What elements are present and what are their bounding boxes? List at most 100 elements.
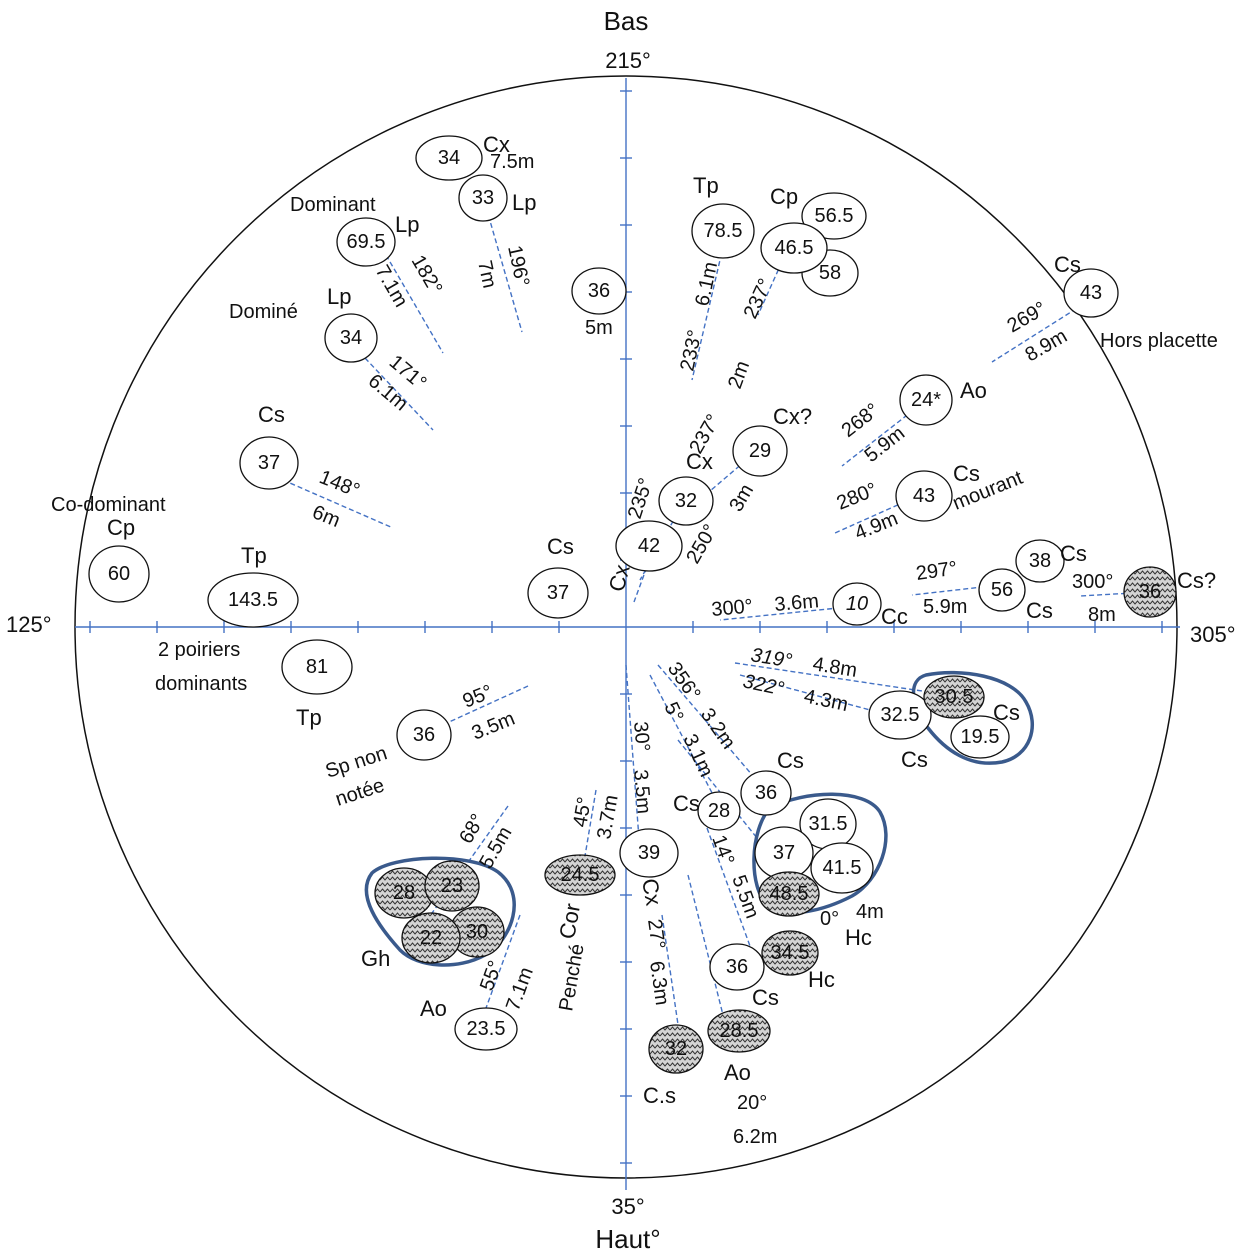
species-label: Cx?: [773, 404, 812, 429]
distance-label: 8m: [1088, 604, 1116, 626]
tree-stem[interactable]: [1015, 539, 1065, 583]
axis-ticks: [89, 90, 1163, 1164]
tree-stem[interactable]: [950, 715, 1010, 759]
distance-label: 5.9m: [861, 422, 910, 467]
species-label: Ao: [960, 378, 987, 403]
distance-label: 6m: [309, 501, 343, 532]
diameter-label: 33: [472, 187, 494, 209]
tree-stem[interactable]: [761, 930, 819, 976]
diameter-label: 56.5: [815, 205, 854, 227]
distance-label: 6.1m: [691, 260, 722, 308]
tree-stem[interactable]: [658, 476, 714, 526]
note-label: Co-dominant: [51, 494, 166, 516]
species-label: Cs: [777, 748, 804, 773]
diameter-label: 60: [108, 563, 130, 585]
tree-stem[interactable]: [732, 425, 788, 477]
distance-label: 5.9m: [923, 596, 967, 618]
diameter-label: 42: [638, 535, 660, 557]
tree-stem[interactable]: [571, 267, 627, 315]
tree-stem[interactable]: [1063, 268, 1119, 318]
species-label: Lp: [512, 190, 536, 215]
diameter-label: 24.5: [561, 864, 600, 886]
tree-stem[interactable]: [281, 639, 353, 695]
species-label: Cs: [1054, 252, 1081, 277]
distance-label: 4.3m: [802, 685, 850, 716]
tree-stem[interactable]: [207, 572, 299, 628]
tree-stem[interactable]: [544, 854, 616, 896]
distance-label: 7.1m: [371, 262, 412, 312]
species-label: Cor: [554, 902, 585, 941]
tree-stem[interactable]: [396, 709, 452, 761]
diameter-label: 81: [306, 656, 328, 678]
tree-stem[interactable]: [619, 828, 679, 878]
species-label: Cx: [483, 132, 510, 157]
species-label: notée: [333, 774, 387, 810]
tree-stem[interactable]: [648, 1024, 704, 1074]
tree-stem[interactable]: [760, 222, 828, 274]
angle-label: 27°: [643, 918, 669, 951]
distance-label: 3.5m: [629, 769, 655, 815]
tree-stem[interactable]: [401, 912, 461, 964]
tree-stem[interactable]: [899, 374, 953, 426]
tree-stem[interactable]: [801, 192, 867, 240]
diameter-label: 29: [749, 440, 771, 462]
tree-stem[interactable]: [424, 860, 480, 912]
diameter-label: 24*: [911, 389, 941, 411]
tree-stem[interactable]: [707, 1009, 771, 1053]
tree-stem[interactable]: [895, 470, 953, 522]
tree-stem[interactable]: [691, 203, 755, 259]
tree-stem[interactable]: [336, 217, 396, 267]
note-label: Penché: [555, 942, 588, 1013]
diameter-label: 43: [913, 485, 935, 507]
tree-stem[interactable]: [527, 567, 589, 619]
angle-label: 322°: [741, 670, 786, 700]
distance-label: 3.7m: [593, 793, 622, 841]
note-label: Dominant: [290, 194, 376, 216]
tree-stem[interactable]: [1123, 566, 1177, 618]
angle-label: 280°: [834, 479, 881, 515]
tree-stem[interactable]: [868, 690, 932, 740]
angle-label: 196°: [503, 243, 533, 288]
diameter-label: 36: [1139, 581, 1161, 603]
species-label: Cx: [686, 449, 713, 474]
left-angle-label: 125°: [6, 612, 52, 637]
species-label: C.s: [643, 1083, 676, 1108]
distance-label: 7.1m: [502, 964, 538, 1013]
tree-stem[interactable]: [458, 174, 508, 222]
angle-label: 182°: [407, 252, 447, 299]
species-label: Hc: [808, 967, 835, 992]
tree-stem[interactable]: [810, 842, 874, 894]
tree-stem[interactable]: [740, 770, 792, 816]
diameter-label: 23.5: [467, 1018, 506, 1040]
species-label: Ao: [420, 996, 447, 1021]
tree-stem[interactable]: [923, 675, 985, 719]
diameter-label: 37: [258, 452, 280, 474]
tree-stem[interactable]: [978, 568, 1026, 612]
diameter-label: 38: [1029, 550, 1051, 572]
tree-stem[interactable]: [758, 871, 820, 917]
note-label: 2 poiriers: [158, 639, 240, 661]
species-label: Cp: [770, 184, 798, 209]
angle-label: 45°: [569, 795, 596, 829]
tree-stem[interactable]: [88, 545, 150, 603]
species-label: Cp: [107, 515, 135, 540]
distance-label: 3m: [725, 480, 758, 515]
tree-stem[interactable]: [832, 582, 882, 626]
tree-stem[interactable]: [324, 313, 378, 363]
diameter-label: 143.5: [228, 589, 278, 611]
species-label: Cs: [953, 461, 980, 486]
tree-stem[interactable]: [239, 436, 299, 490]
diameter-label: 46.5: [775, 237, 814, 259]
species-label: Tp: [693, 173, 719, 198]
tree-stem[interactable]: [454, 1007, 518, 1051]
tree-stem[interactable]: [697, 791, 741, 831]
note-label: Hors placette: [1100, 330, 1218, 352]
angle-label: 30°: [629, 721, 654, 753]
distance-label: 4.8m: [811, 653, 858, 682]
tree-stem[interactable]: [615, 520, 683, 572]
species-label: Cx: [637, 877, 666, 908]
tree-stem[interactable]: [709, 943, 765, 991]
tree-stem[interactable]: [415, 135, 483, 181]
diameter-label: 36: [413, 724, 435, 746]
diameter-label: 23: [441, 875, 463, 897]
